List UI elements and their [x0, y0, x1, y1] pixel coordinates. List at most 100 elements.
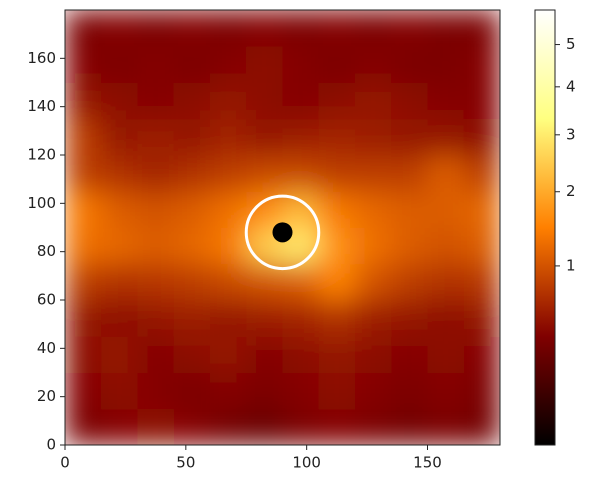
heat-cell	[427, 118, 465, 156]
heat-cell	[173, 118, 211, 156]
heat-cell	[246, 118, 283, 156]
heat-cell	[210, 46, 247, 83]
y-tick-label: 160	[27, 49, 56, 67]
heat-cell	[65, 300, 102, 337]
heat-cell	[282, 118, 320, 156]
heat-cell	[318, 300, 356, 337]
heat-cell	[173, 300, 211, 337]
heat-cell	[210, 191, 247, 228]
marker-ring	[244, 194, 321, 271]
heat-cell	[210, 227, 247, 265]
heat-cell	[427, 155, 465, 192]
y-tick-label: 140	[27, 97, 56, 115]
heat-cell	[101, 372, 138, 410]
heat-cell	[463, 118, 500, 156]
heat-cell	[391, 10, 428, 47]
heat-cell	[210, 155, 247, 192]
heat-cell	[173, 10, 211, 47]
x-tick-label: 0	[60, 454, 70, 472]
heat-cell	[463, 263, 500, 301]
y-tick-label: 120	[27, 146, 56, 164]
heat-cell	[463, 191, 500, 228]
y-tick-label: 100	[27, 194, 56, 212]
heat-cell	[65, 263, 102, 301]
heat-cell	[463, 372, 500, 410]
heat-cell	[173, 191, 211, 228]
colorbar-tick-label: 3	[566, 125, 576, 143]
x-tick-label: 50	[176, 454, 195, 472]
heat-cell	[65, 10, 102, 47]
x-tick-label: 150	[413, 454, 442, 472]
heat-cell	[282, 263, 320, 301]
heat-cell	[318, 372, 356, 410]
heat-cell	[355, 82, 392, 120]
x-tick-label: 100	[292, 454, 321, 472]
heat-cell	[318, 227, 356, 265]
heat-cell	[391, 118, 428, 156]
heat-cell	[246, 336, 283, 373]
heat-cell	[101, 263, 138, 301]
marker-dot	[272, 222, 293, 243]
heat-cell	[355, 118, 392, 156]
heat-cell	[246, 408, 283, 445]
heat-cell	[173, 372, 211, 410]
heat-cell	[282, 336, 320, 373]
heat-cell	[137, 408, 175, 445]
heat-cell	[137, 300, 175, 337]
heat-cell	[427, 300, 465, 337]
heat-cell	[101, 46, 138, 83]
heat-cell	[65, 227, 102, 265]
heat-cell	[65, 82, 102, 120]
heat-cell	[101, 300, 138, 337]
heat-cell	[355, 372, 392, 410]
heat-cell	[463, 336, 500, 373]
heat-cell	[137, 155, 175, 192]
heat-cell	[427, 82, 465, 120]
heat-cell	[282, 10, 320, 47]
heat-cell	[246, 263, 283, 301]
heat-cell	[355, 155, 392, 192]
heat-cell	[355, 336, 392, 373]
heat-cell	[463, 46, 500, 83]
heat-cell	[101, 336, 138, 373]
heatmap	[65, 10, 500, 445]
heat-cell	[318, 408, 356, 445]
heat-cell	[210, 336, 247, 373]
heat-cell	[427, 408, 465, 445]
heat-cell	[427, 263, 465, 301]
heat-cell	[463, 155, 500, 192]
heat-cell	[173, 82, 211, 120]
heat-cell	[463, 10, 500, 47]
heat-cell	[65, 372, 102, 410]
heat-cell	[318, 118, 356, 156]
heat-cell	[101, 191, 138, 228]
heat-cell	[65, 408, 102, 445]
heat-cell	[318, 191, 356, 228]
heat-cell	[137, 118, 175, 156]
heat-cell	[101, 82, 138, 120]
heat-cell	[210, 263, 247, 301]
heat-cell	[137, 227, 175, 265]
heat-cell	[318, 336, 356, 373]
heat-cell	[282, 300, 320, 337]
heat-cell	[427, 336, 465, 373]
heat-cell	[391, 372, 428, 410]
heat-cell	[427, 46, 465, 83]
heat-cell	[210, 300, 247, 337]
heat-cell	[355, 191, 392, 228]
heat-cell	[137, 372, 175, 410]
heat-cell	[173, 46, 211, 83]
heat-cell	[318, 82, 356, 120]
heat-cell	[391, 82, 428, 120]
heat-cell	[137, 10, 175, 47]
heat-cell	[282, 372, 320, 410]
heat-cell	[355, 263, 392, 301]
heat-cell	[137, 191, 175, 228]
heat-cell	[282, 408, 320, 445]
heat-cell	[173, 336, 211, 373]
colorbar-tick-label: 1	[566, 256, 576, 274]
heat-cell	[210, 372, 247, 410]
heat-cell	[463, 408, 500, 445]
heat-cell	[427, 227, 465, 265]
heat-cell	[355, 46, 392, 83]
